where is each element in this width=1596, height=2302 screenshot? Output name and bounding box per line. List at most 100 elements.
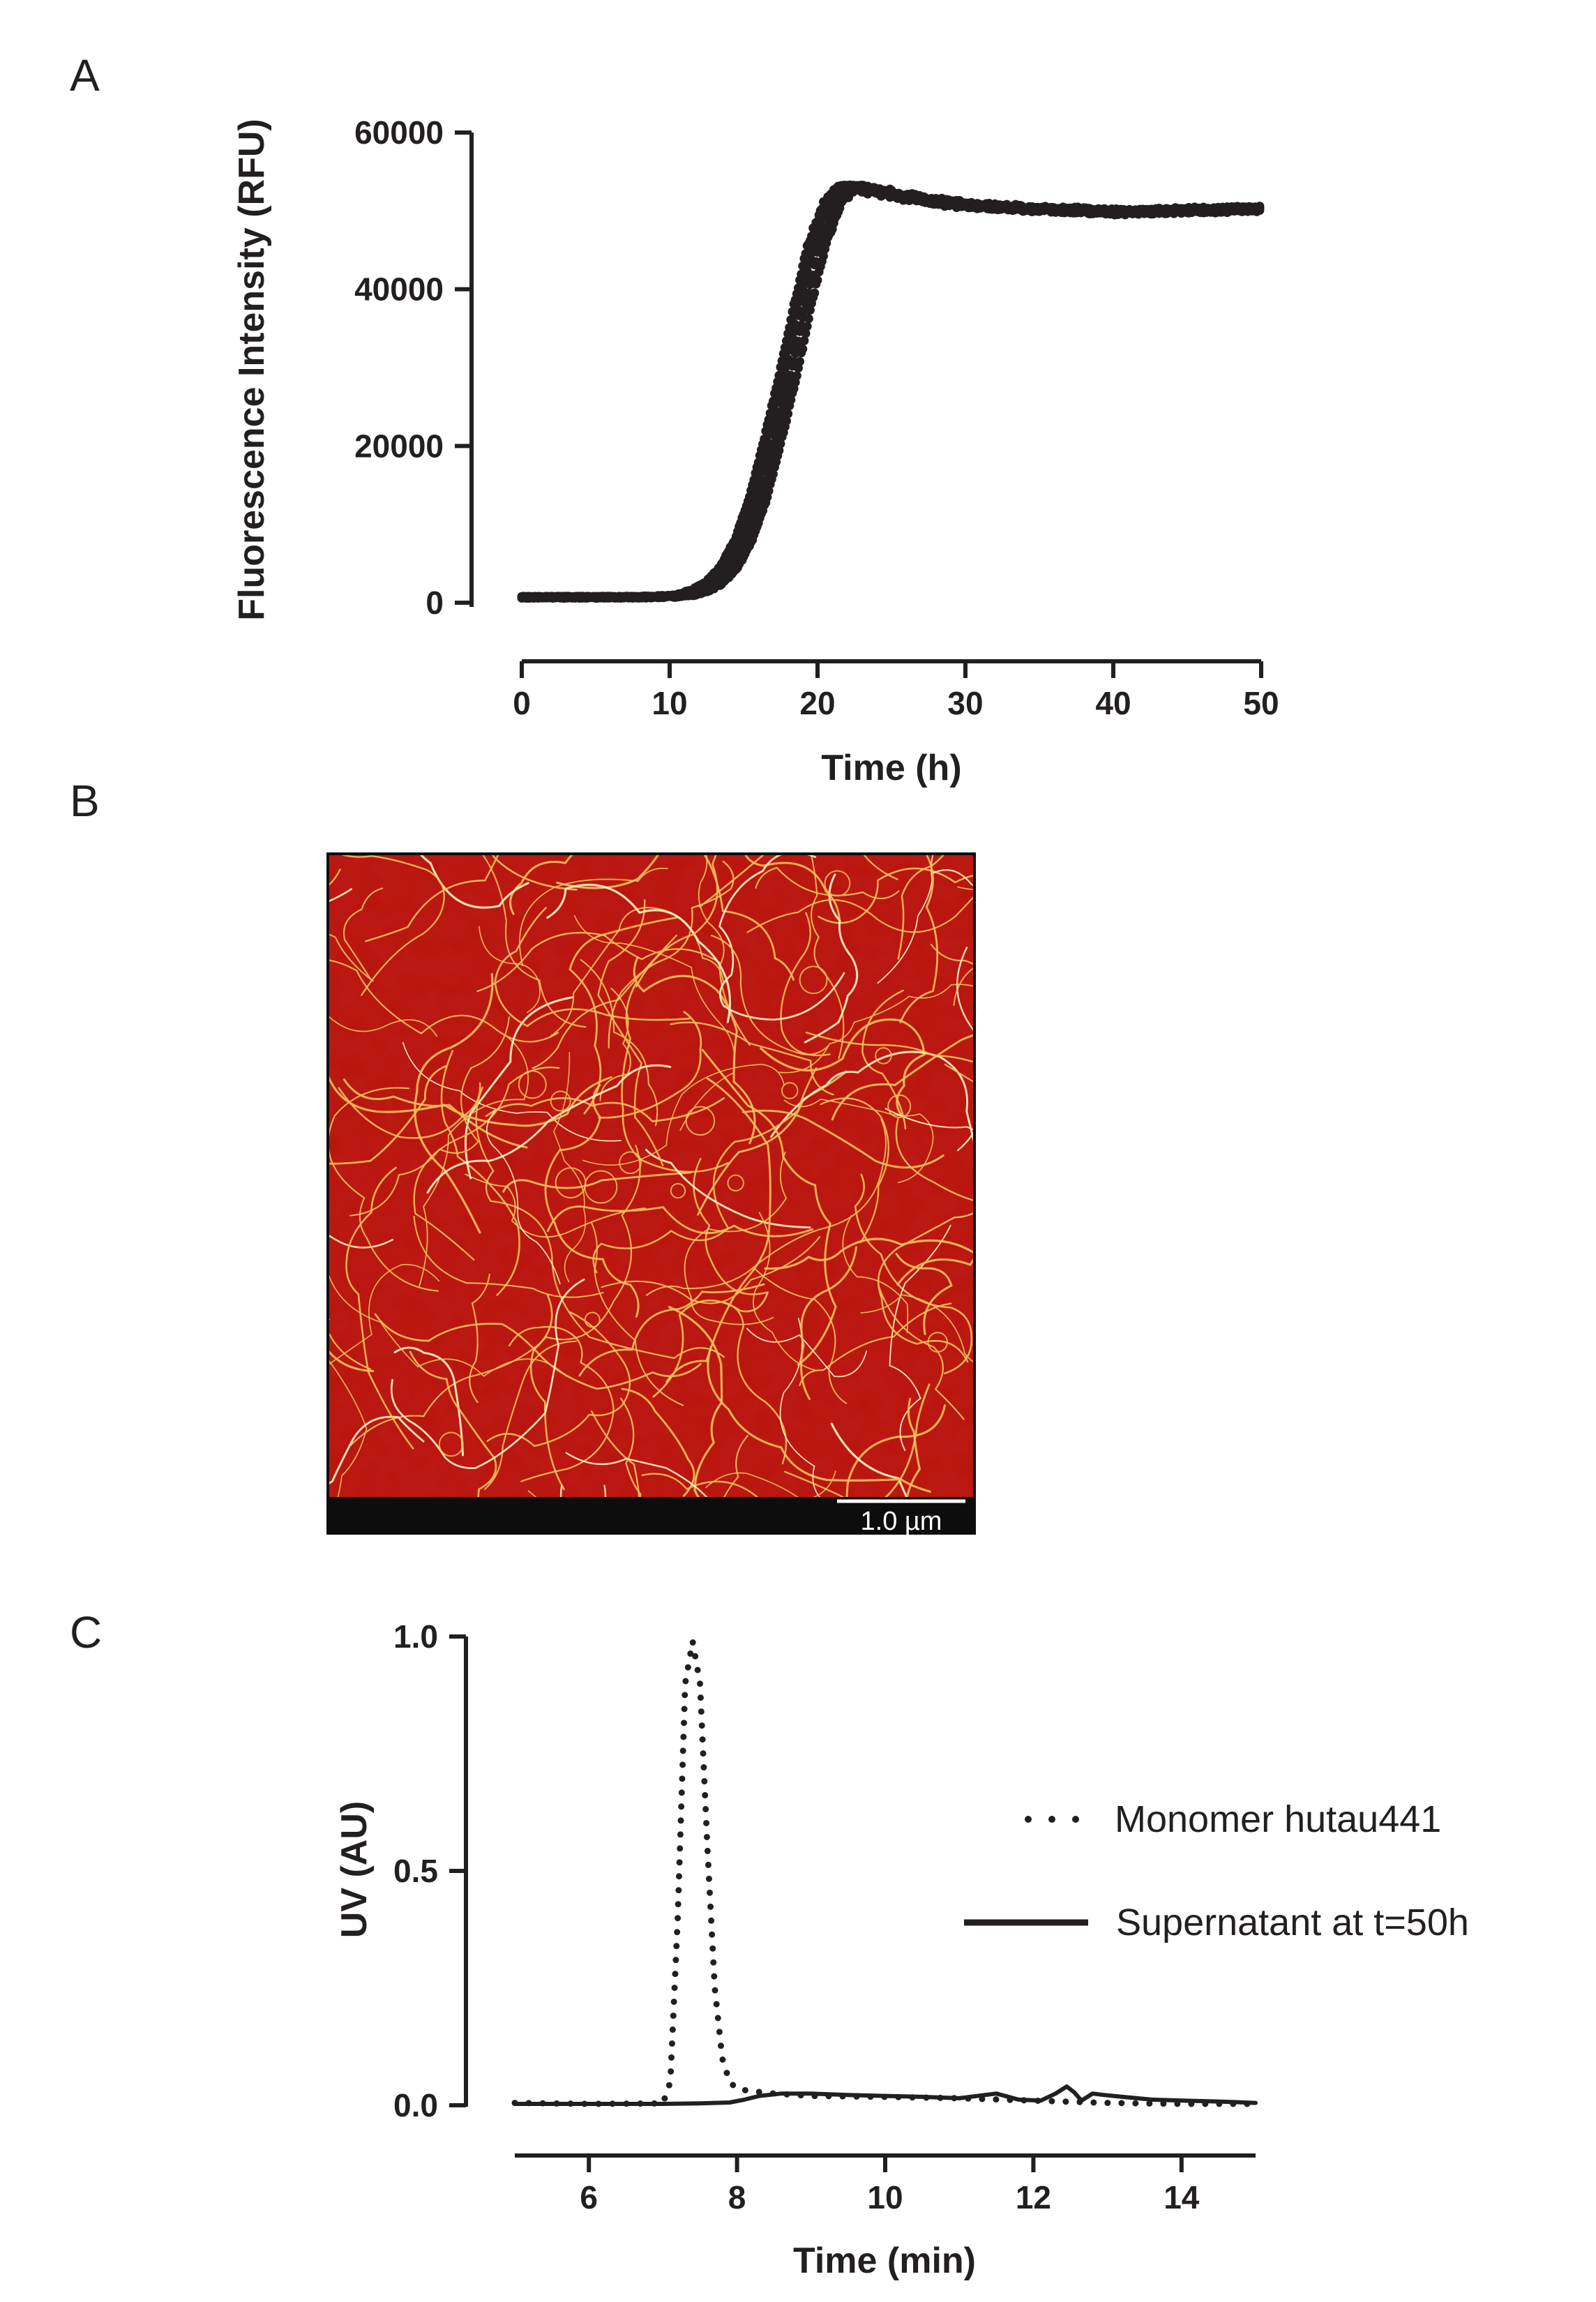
fibril: [652, 1291, 769, 1398]
fibril: [365, 855, 499, 942]
fibril: [665, 1077, 771, 1383]
fibril: [329, 1235, 394, 1249]
fibril: [641, 1473, 759, 1497]
fibril: [409, 1351, 497, 1497]
fibril: [668, 1306, 723, 1497]
chart-a-point: [802, 322, 812, 331]
fibril: [899, 855, 939, 1023]
fibril-loop: [550, 1090, 571, 1112]
chart-a-point: [783, 409, 793, 419]
chart-c-x-tick-label: 10: [867, 2179, 903, 2216]
fibril: [845, 1404, 947, 1497]
chart-c-x-tick-label: 14: [1164, 2179, 1200, 2216]
fibril: [799, 1302, 952, 1387]
fibril: [897, 855, 944, 960]
fibril: [464, 996, 574, 1180]
fibril: [494, 907, 691, 1028]
fibril: [746, 1327, 868, 1378]
fibril: [532, 934, 677, 1069]
fibril: [329, 933, 374, 982]
fibril-loop: [584, 1311, 601, 1328]
fibril: [485, 1097, 725, 1122]
chart-a-point: [795, 356, 805, 366]
fibril-loop: [518, 1070, 547, 1099]
chart-a-x-tick-label: 10: [652, 685, 687, 721]
fibril: [580, 958, 658, 1127]
chart-a: 0 20000 40000 60000 0 10 20 30 40 50 Time (h) Fl…: [232, 114, 1279, 788]
fibril: [804, 873, 859, 1044]
chart-a-x-tick-label: 40: [1095, 685, 1131, 721]
chart-c-x-tick-label: 12: [1016, 2179, 1051, 2216]
fibril: [820, 1097, 889, 1244]
fibril: [419, 855, 529, 909]
fibril-loop: [727, 1174, 744, 1192]
fibril: [476, 931, 751, 1046]
series-monomer-line: [511, 1638, 1259, 2107]
chart-a-x-tick-label: 0: [513, 685, 531, 721]
chart-a-point: [765, 430, 775, 439]
chart-c: 0.0 0.5 1.0 6 8 10 12 14 Time (min) UV (AU) Mo…: [334, 1618, 1469, 2281]
fibril: [764, 1237, 973, 1270]
fibril: [741, 1109, 944, 1169]
chart-a-point: [764, 486, 774, 496]
chart-a-point: [801, 329, 811, 338]
fibril: [519, 867, 668, 967]
fibril: [598, 1011, 702, 1119]
fibril: [620, 1397, 642, 1497]
chart-c-y-tick-label: 0.0: [393, 2087, 438, 2123]
fibril: [465, 1173, 646, 1238]
fibril: [582, 1063, 785, 1166]
fibril: [884, 1383, 931, 1497]
fibril: [930, 944, 973, 965]
fibril: [705, 1470, 836, 1497]
panel-label-a: A: [70, 50, 100, 100]
chart-a-point: [813, 276, 822, 285]
fibril: [805, 1032, 973, 1063]
fibril: [718, 855, 845, 1021]
fibril: [509, 1325, 615, 1482]
fibril: [592, 1067, 818, 1274]
scale-bar-label: 1.0 µm: [861, 1507, 942, 1536]
fibril: [414, 972, 494, 1234]
fibril: [597, 899, 664, 1166]
fibril: [419, 1035, 529, 1288]
fibril: [621, 1387, 695, 1497]
chart-a-x-tick-label: 50: [1243, 685, 1279, 721]
fibril: [635, 855, 718, 988]
fibril-loop: [824, 870, 851, 897]
fibril: [755, 866, 900, 900]
chart-a-x-tick-label: 30: [947, 685, 983, 721]
fibril: [329, 868, 341, 886]
chart-a-point: [781, 416, 791, 426]
fibril: [698, 855, 765, 908]
chart-c-legend: Monomer hutau441 Supernatant at t=50h: [964, 1798, 1469, 1943]
legend-supernatant-label: Supernatant at t=50h: [1116, 1902, 1469, 1943]
fibril: [753, 1212, 817, 1371]
chart-a-y-tick-label: 0: [426, 585, 444, 621]
fibril: [482, 855, 587, 1028]
chart-a-y-tick-label: 20000: [354, 428, 444, 464]
fibril-loop: [685, 1106, 716, 1136]
chart-c-y-tick-label: 0.5: [393, 1853, 438, 1889]
fibril: [944, 1063, 973, 1083]
chart-a-point: [799, 336, 809, 345]
chart-a-y-tick-label: 40000: [354, 271, 444, 308]
fibril: [601, 1235, 821, 1304]
fibril: [778, 984, 973, 1074]
fibril: [810, 855, 845, 1060]
fibril-loop: [927, 1332, 949, 1353]
panel-label-b: B: [70, 776, 100, 826]
fibril: [710, 935, 829, 1055]
fibril-loop: [875, 1047, 892, 1065]
chart-a-point: [786, 395, 796, 405]
afm-bottom-bar: [326, 1497, 976, 1535]
fibril: [345, 1166, 414, 1450]
panel-label-c: C: [70, 1607, 102, 1657]
chart-c-x-label: Time (min): [793, 2241, 976, 2281]
fibril: [341, 855, 445, 996]
chart-a-point: [768, 469, 778, 479]
chart-c-y-label: UV (AU): [334, 1801, 375, 1938]
fibril: [342, 1078, 528, 1149]
chart-a-point: [798, 344, 808, 354]
fibril: [831, 1034, 973, 1121]
